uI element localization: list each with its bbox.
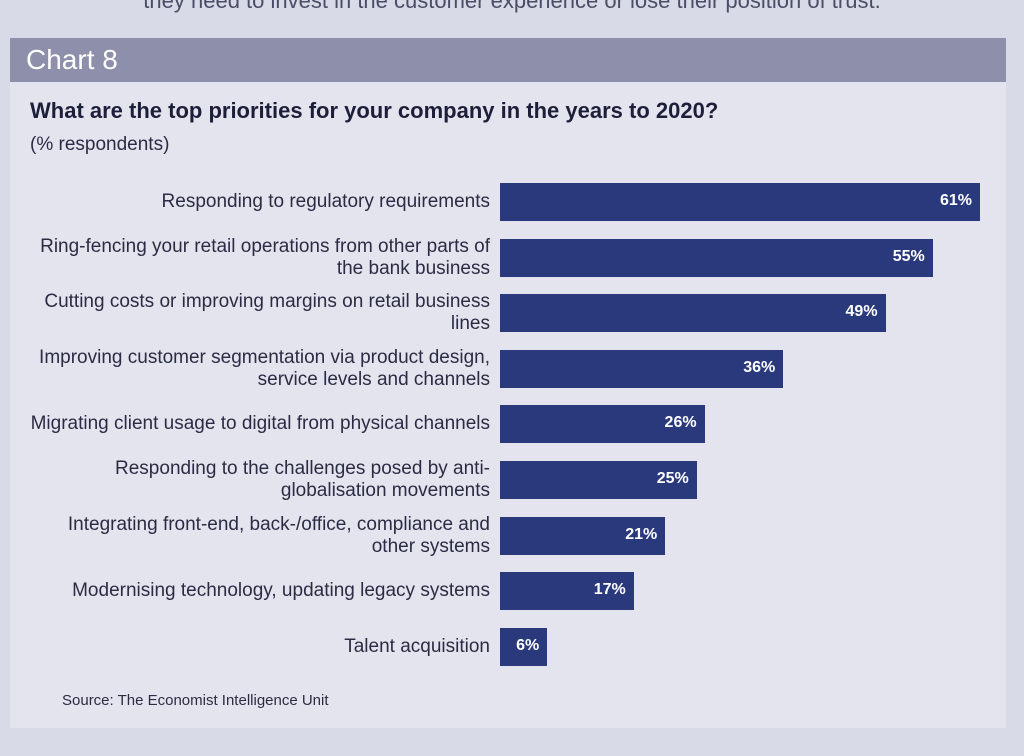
bar: [500, 405, 705, 444]
value-label: 36%: [743, 358, 776, 376]
category-label: Talent acquisition: [344, 635, 490, 657]
chart-title: What are the top priorities for your com…: [30, 98, 719, 123]
value-label: 21%: [625, 525, 658, 543]
bar: [500, 461, 697, 499]
value-label: 17%: [593, 581, 626, 599]
value-label: 26%: [664, 414, 697, 432]
bar: [500, 183, 980, 221]
category-label: Modernising technology, updating legacy …: [72, 580, 490, 602]
value-label: 6%: [516, 636, 540, 654]
value-label: 55%: [892, 247, 925, 265]
chart-subtitle: (% respondents): [30, 134, 170, 155]
category-label: Improving customer segmentation via prod…: [39, 346, 490, 390]
bar: [500, 349, 784, 388]
value-label: 25%: [656, 470, 689, 487]
value-label: 49%: [845, 303, 878, 321]
value-label: 61%: [939, 192, 972, 209]
bar: [500, 627, 548, 666]
source: Source: The Economist Intelligence Unit: [62, 692, 329, 709]
chart-band: [10, 38, 1006, 82]
chart-label: Chart 8: [26, 44, 118, 75]
category-label: Migrating client usage to digital from p…: [30, 413, 490, 435]
bar: [500, 516, 666, 555]
category-label: Responding to the challenges posed by an…: [115, 458, 490, 501]
intro-text: they need to invest in the customer expe…: [143, 0, 881, 13]
category-label: Cutting costs or improving margins on re…: [44, 291, 490, 335]
category-label: Integrating front-end, back-/office, com…: [67, 513, 490, 557]
bar: [500, 294, 886, 333]
category-label: Ring-fencing your retail operations from…: [40, 235, 490, 279]
bar: [500, 572, 634, 611]
bar: [500, 238, 933, 277]
category-label: Responding to regulatory requirements: [161, 191, 490, 212]
